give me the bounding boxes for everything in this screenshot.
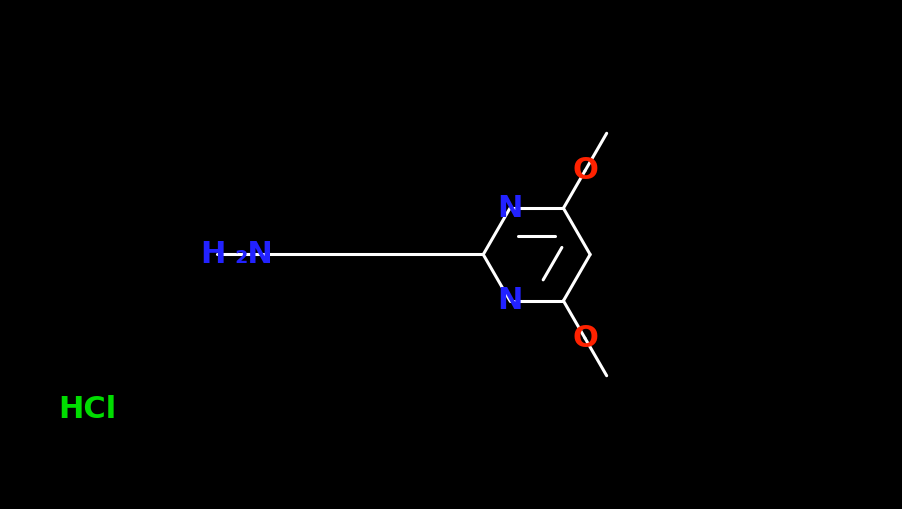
Text: N: N [497,194,522,223]
Text: O: O [572,324,598,353]
Text: H: H [200,240,226,269]
Text: ₂N: ₂N [235,240,273,269]
Text: O: O [572,156,598,185]
Text: N: N [497,286,522,315]
Text: HCl: HCl [59,395,117,424]
